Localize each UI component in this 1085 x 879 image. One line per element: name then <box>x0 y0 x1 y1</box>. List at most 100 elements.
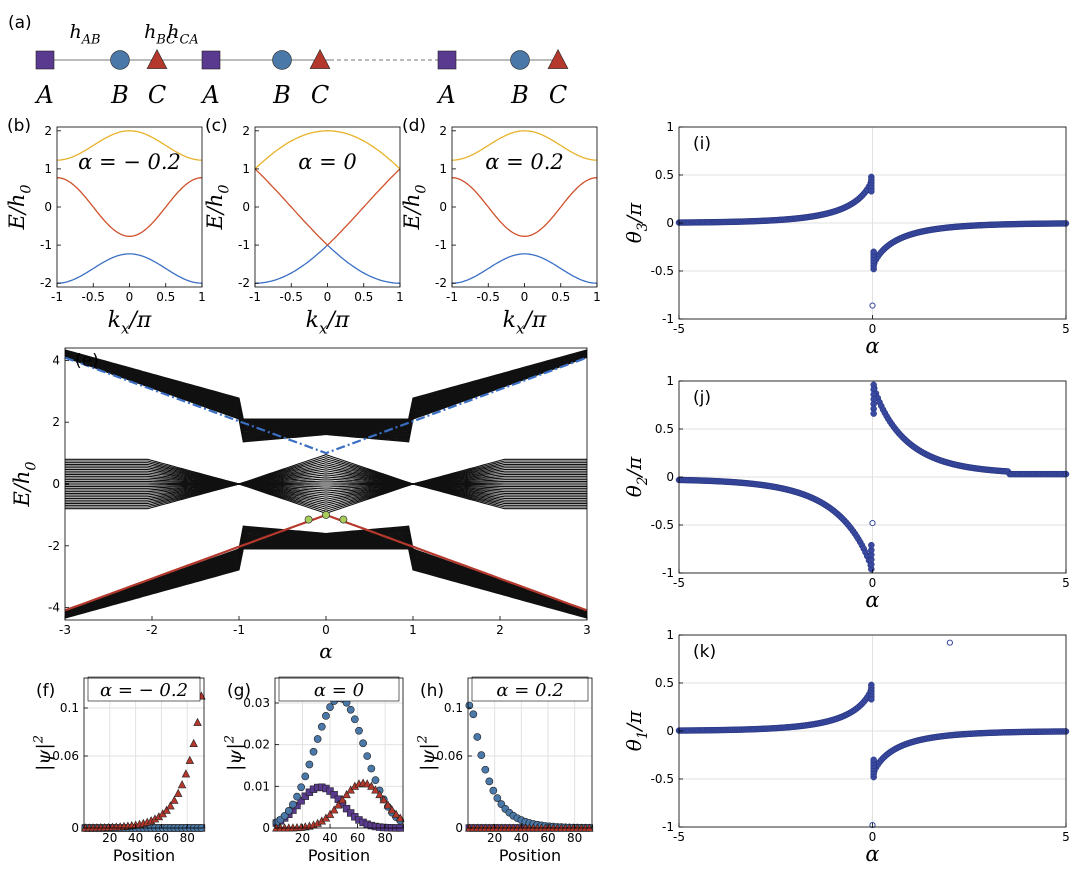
data-point-C <box>342 790 351 799</box>
y-tick-label: 2 <box>44 124 52 138</box>
x-tick-label: 1 <box>409 623 417 637</box>
alpha-annotation: α = − 0.2 <box>100 680 188 701</box>
y-tick-label: 0 <box>439 200 447 214</box>
panel-e: -3 -2 -1 0 1 2 3 -4 -2 0 2 4 α E/h0​ (e) <box>10 347 591 663</box>
y-tick-label: 0.01 <box>243 779 270 793</box>
state-marker <box>322 510 330 519</box>
x-tick-label: 0 <box>521 290 529 304</box>
data-point-B <box>346 705 355 714</box>
theta-points <box>675 681 1070 781</box>
x-tick-label: -5 <box>673 322 685 336</box>
y-tick-label: 0 <box>262 821 270 835</box>
y-tick-label: -2 <box>40 276 52 290</box>
x-tick-label: 1 <box>593 290 601 304</box>
y-tick-label: -1 <box>40 238 52 252</box>
y-tick-label: 0.5 <box>655 168 674 182</box>
panel-label-k: (k) <box>693 642 716 662</box>
x-tick-label: -0.5 <box>82 290 105 304</box>
y-tick-label: 2 <box>439 124 447 138</box>
bulk-band-line <box>65 472 587 485</box>
bulk-band-line <box>65 456 587 485</box>
x-tick-label: 2 <box>496 623 504 637</box>
data-point-B <box>493 794 502 802</box>
plot-area <box>57 127 202 287</box>
x-tick-label: 1 <box>396 290 404 304</box>
data-point-B <box>317 722 326 731</box>
panel-label-g: (g) <box>227 681 251 701</box>
data-point-C <box>173 788 183 797</box>
site-A <box>201 50 221 70</box>
y-tick-label: 1 <box>666 120 674 134</box>
data-point-C <box>166 801 175 810</box>
theta-points <box>675 173 1070 273</box>
site-B <box>110 50 130 70</box>
data-point-B <box>280 811 289 820</box>
data-point-C <box>170 795 179 804</box>
data-point-B <box>355 726 363 735</box>
site-C <box>146 49 168 69</box>
alpha-annotation: α = − 0.2 <box>78 150 181 174</box>
axes-frame <box>83 677 205 829</box>
y-tick-label: -0.5 <box>651 772 674 786</box>
x-axis-label: α <box>865 842 879 866</box>
data-point <box>868 541 875 549</box>
x-tick-label: -2 <box>146 623 158 637</box>
x-tick-label: 5 <box>1062 576 1070 590</box>
y-tick-label: 1 <box>44 162 52 176</box>
x-tick-label: -3 <box>59 623 71 637</box>
panel-label-e: (e) <box>75 351 99 371</box>
plot-area <box>65 348 587 620</box>
bulk-band-line <box>65 483 587 486</box>
site-label-B: B <box>272 81 291 109</box>
chart-panels: α = − 0.2-1-0.500.51-2-1012kx​/πE/h0​(b)… <box>5 116 1070 866</box>
y-axis-label: E/h0​ <box>203 184 232 230</box>
site-C <box>309 49 331 69</box>
y-tick-label: 0.1 <box>444 701 463 715</box>
y-axis-label: θ1​/π <box>622 710 651 751</box>
data-point-B <box>284 806 293 815</box>
panel-label-h: (h) <box>420 681 444 701</box>
bulk-band-line <box>65 483 587 500</box>
data-point-C <box>162 805 171 814</box>
x-tick-label: 0 <box>322 623 330 637</box>
x-tick-label: 0 <box>324 290 332 304</box>
bulk-band-line <box>65 483 587 488</box>
data-point-B <box>289 800 297 809</box>
data-point-C <box>387 805 397 814</box>
bulk-band-line <box>65 480 587 485</box>
band-line <box>451 253 598 284</box>
bulk-band-line <box>65 548 587 619</box>
x-axis-label: Position <box>499 846 561 865</box>
bulk-band-line <box>65 466 587 485</box>
axes-frame <box>467 677 593 829</box>
x-tick-label: 40 <box>514 831 529 845</box>
bulk-band-line <box>65 483 587 508</box>
data-point-B <box>477 751 486 760</box>
y-axis-label: θ2​/π <box>622 456 651 497</box>
y-tick-label: -0.5 <box>651 264 674 278</box>
x-tick-label: 60 <box>154 831 169 845</box>
bulk-band-line <box>65 454 587 485</box>
bulk-band-line <box>65 483 587 498</box>
data-point-A <box>342 804 351 813</box>
panel-f: α = − 0.2 20 40 60 80 0 0.06 0.1 Position |ψ|2​ (f… <box>31 676 206 865</box>
data-point-C <box>371 785 380 794</box>
y-tick-label: 0 <box>242 200 250 214</box>
site-label-A: A <box>436 81 455 109</box>
band-line <box>56 177 203 237</box>
x-axis-label: kx​/π <box>306 308 350 338</box>
y-axis-label: θ3​/π <box>622 202 651 243</box>
x-tick-label: 60 <box>350 831 365 845</box>
data-point-B <box>350 715 359 724</box>
hopping-label: hCA​ <box>167 21 198 48</box>
theta-points <box>675 381 1070 573</box>
data-point-B <box>473 733 482 741</box>
data-point-B <box>367 764 376 773</box>
data-point-C <box>193 717 202 726</box>
band-line <box>254 130 401 170</box>
y-tick-label: 0 <box>71 821 79 835</box>
data-point-B <box>363 752 372 760</box>
bulk-band-line <box>65 462 587 485</box>
axes-frame <box>274 677 404 829</box>
x-tick-label: 80 <box>377 831 392 845</box>
